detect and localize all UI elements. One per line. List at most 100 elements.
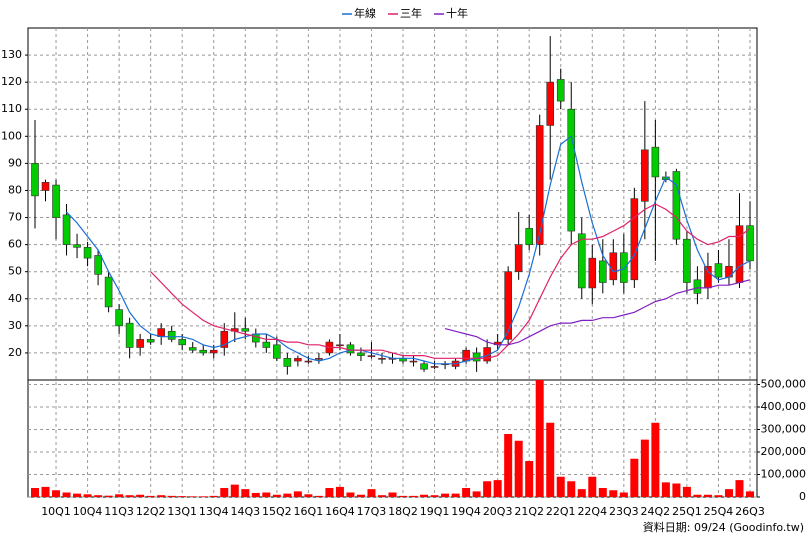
volume-bar [399,495,408,497]
y-tick-label: 50 [8,265,22,278]
volume-bar [525,461,534,497]
x-tick-label: 21Q2 [514,505,544,518]
y-tick-label: 120 [1,75,22,88]
candle-body [535,125,544,245]
volume-bar [188,496,197,497]
volume-bar [420,494,429,497]
volume-bar [746,491,754,497]
volume-bar [651,422,660,497]
ma-line [444,279,751,346]
candle-body [115,309,123,327]
candle-body [94,255,102,275]
candle-body [472,352,481,362]
volume-bar [136,494,145,497]
candle-body [346,344,355,354]
volume-bar [272,494,281,497]
volume-bar [640,439,649,497]
candle-body [641,149,649,202]
volume-bar [598,488,607,497]
volume-bar [94,495,103,497]
x-tick-label: 26Q3 [735,505,765,518]
x-tick-label: 12Q2 [136,505,166,518]
candle-body [146,339,155,343]
candle-body [304,360,313,363]
y-tick-label: 90 [8,156,22,169]
volume-bar [251,492,260,497]
candle-body [693,279,702,294]
candle-body [167,330,176,340]
volume-bar [577,489,586,497]
candle-body [220,330,229,348]
y-tick-label: 70 [8,211,22,224]
volume-bar [556,476,565,497]
x-tick-label: 13Q1 [167,505,197,518]
candle-body [104,276,113,308]
volume-bar [567,481,576,497]
x-tick-label: 20Q3 [483,505,513,518]
x-tick-label: 19Q1 [420,505,450,518]
volume-bar [462,488,471,497]
candle-body [672,171,681,240]
x-tick-label: 18Q2 [388,505,418,518]
candle-body [262,341,271,348]
volume-bar [588,476,597,497]
candle-body [704,265,712,289]
y-tick-label: 130 [1,48,22,61]
volume-bar [672,483,681,497]
x-tick-label: 19Q4 [451,505,481,518]
volume-bar [325,488,334,497]
volume-bar [230,484,239,497]
legend-label: 年線 [354,6,376,20]
volume-bar [83,494,92,497]
volume-bar [104,495,113,497]
candle-body [430,366,439,368]
y-tick-label: 80 [8,183,22,196]
y2-tick-label: 0 [799,490,806,503]
volume-bar [430,495,439,497]
candle-body [241,328,250,332]
volume-bar [630,458,639,497]
volume-bar [220,488,229,497]
candle-body [357,352,365,356]
volume-bar [714,495,723,497]
candle-body [420,363,428,370]
candle-body [336,344,344,347]
volume-bar [335,486,344,497]
candle-body [367,355,376,357]
volume-bar [157,495,166,497]
x-tick-label: 22Q4 [577,505,607,518]
volume-bar [682,486,691,497]
candle-body [52,184,60,218]
volume-bar [703,494,712,497]
y2-tick-label: 100,000 [761,468,807,481]
y-tick-label: 30 [8,319,22,332]
volume-bar [735,480,744,497]
legend-label: 三年 [400,6,422,20]
volume-bar [346,492,355,497]
x-tick-label: 17Q3 [357,505,387,518]
candle-body [83,247,92,259]
volume-bar [451,493,460,497]
candle-body [546,81,555,126]
plot-frame [27,27,758,498]
volume-bar [293,491,302,497]
y-tick-label: 20 [8,346,22,359]
candle-body [620,252,628,283]
volume-bar [514,440,523,497]
candle-body [609,252,618,281]
volume-bar [377,495,386,497]
x-tick-label: 10Q4 [73,505,103,518]
volume-bar [73,493,82,497]
volume-bar [409,495,418,497]
volume-bar [314,495,323,497]
volume-bar [52,490,61,497]
candle-body [746,225,754,262]
volume-bar [167,495,176,497]
candle-body [294,358,302,362]
candle-body [188,347,197,351]
candle-body [31,163,39,197]
volume-bar [31,488,39,497]
candle-body [273,344,281,359]
